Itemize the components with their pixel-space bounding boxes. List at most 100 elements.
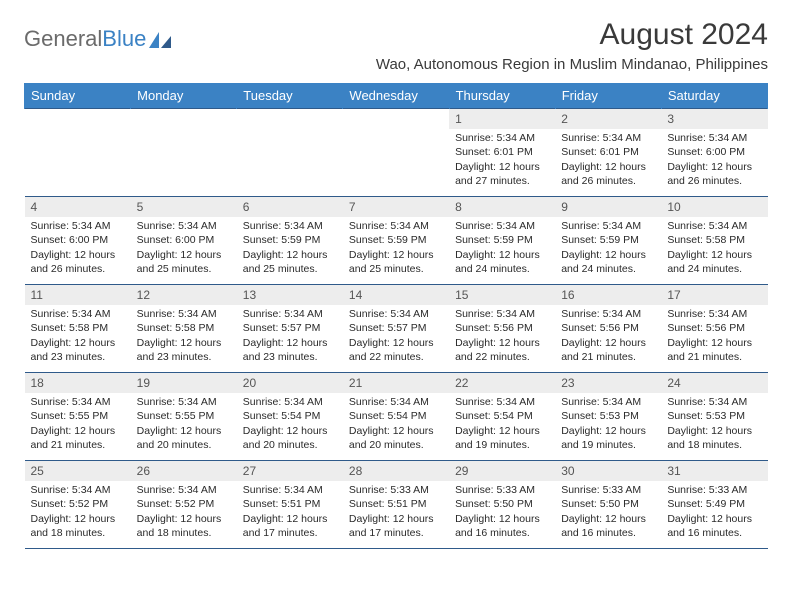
day-content: Sunrise: 5:34 AMSunset: 5:53 PMDaylight:…: [661, 393, 767, 456]
sunset-line: Sunset: 5:51 PM: [349, 497, 443, 511]
sunrise-line: Sunrise: 5:34 AM: [667, 219, 761, 233]
day-content: Sunrise: 5:34 AMSunset: 6:00 PMDaylight:…: [25, 217, 131, 280]
sunrise-line: Sunrise: 5:34 AM: [243, 219, 337, 233]
logo-text-general: General: [24, 26, 102, 52]
sunrise-line: Sunrise: 5:34 AM: [455, 307, 549, 321]
day-content: Sunrise: 5:34 AMSunset: 5:53 PMDaylight:…: [555, 393, 661, 456]
day-number: 21: [343, 373, 449, 393]
calendar-cell: 15Sunrise: 5:34 AMSunset: 5:56 PMDayligh…: [449, 285, 555, 373]
day-number: 28: [343, 461, 449, 481]
weekday-header: Saturday: [661, 83, 767, 109]
weekday-header: Tuesday: [237, 83, 343, 109]
day-content: Sunrise: 5:34 AMSunset: 6:01 PMDaylight:…: [449, 129, 555, 192]
month-title: August 2024: [376, 18, 768, 52]
day-content: Sunrise: 5:34 AMSunset: 5:57 PMDaylight:…: [237, 305, 343, 368]
day-number: 1: [449, 109, 555, 129]
day-content: Sunrise: 5:34 AMSunset: 5:57 PMDaylight:…: [343, 305, 449, 368]
day-content: Sunrise: 5:34 AMSunset: 5:55 PMDaylight:…: [25, 393, 131, 456]
daylight-line: Daylight: 12 hours and 21 minutes.: [561, 336, 655, 364]
day-content: Sunrise: 5:34 AMSunset: 5:59 PMDaylight:…: [555, 217, 661, 280]
calendar-cell: 25Sunrise: 5:34 AMSunset: 5:52 PMDayligh…: [25, 461, 131, 549]
sunset-line: Sunset: 5:52 PM: [137, 497, 231, 511]
sunset-line: Sunset: 6:00 PM: [137, 233, 231, 247]
sunset-line: Sunset: 5:54 PM: [455, 409, 549, 423]
day-number: 27: [237, 461, 343, 481]
sunset-line: Sunset: 5:59 PM: [349, 233, 443, 247]
sunset-line: Sunset: 5:51 PM: [243, 497, 337, 511]
sunset-line: Sunset: 5:50 PM: [561, 497, 655, 511]
sunrise-line: Sunrise: 5:34 AM: [561, 131, 655, 145]
daylight-line: Daylight: 12 hours and 17 minutes.: [349, 512, 443, 540]
daylight-line: Daylight: 12 hours and 21 minutes.: [667, 336, 761, 364]
day-content: Sunrise: 5:34 AMSunset: 5:56 PMDaylight:…: [661, 305, 767, 368]
sunset-line: Sunset: 5:49 PM: [667, 497, 761, 511]
calendar-cell: [131, 109, 237, 197]
day-number: 24: [661, 373, 767, 393]
sunrise-line: Sunrise: 5:34 AM: [349, 307, 443, 321]
day-content: Sunrise: 5:34 AMSunset: 6:00 PMDaylight:…: [661, 129, 767, 192]
sunrise-line: Sunrise: 5:34 AM: [243, 395, 337, 409]
calendar-grid: SundayMondayTuesdayWednesdayThursdayFrid…: [24, 83, 768, 549]
sunrise-line: Sunrise: 5:34 AM: [137, 219, 231, 233]
sunset-line: Sunset: 5:58 PM: [137, 321, 231, 335]
day-number: 2: [555, 109, 661, 129]
sunrise-line: Sunrise: 5:34 AM: [561, 307, 655, 321]
calendar-cell: 3Sunrise: 5:34 AMSunset: 6:00 PMDaylight…: [661, 109, 767, 197]
sunset-line: Sunset: 5:59 PM: [455, 233, 549, 247]
sunset-line: Sunset: 5:56 PM: [561, 321, 655, 335]
sunset-line: Sunset: 5:54 PM: [349, 409, 443, 423]
calendar-cell: 2 Sunrise: 5:34 AMSunset: 6:01 PMDaylight…: [555, 109, 661, 197]
calendar-cell: 23Sunrise: 5:34 AMSunset: 5:53 PMDayligh…: [555, 373, 661, 461]
weekday-header: Friday: [555, 83, 661, 109]
daylight-line: Daylight: 12 hours and 21 minutes.: [31, 424, 125, 452]
weekday-header: Sunday: [25, 83, 131, 109]
calendar-cell: 9Sunrise: 5:34 AMSunset: 5:59 PMDaylight…: [555, 197, 661, 285]
calendar-cell: [343, 109, 449, 197]
day-content: Sunrise: 5:34 AMSunset: 5:59 PMDaylight:…: [449, 217, 555, 280]
weekday-header: Thursday: [449, 83, 555, 109]
day-number: 20: [237, 373, 343, 393]
daylight-line: Daylight: 12 hours and 18 minutes.: [667, 424, 761, 452]
day-number: 14: [343, 285, 449, 305]
day-content: Sunrise: 5:34 AMSunset: 5:58 PMDaylight:…: [131, 305, 237, 368]
weekday-header: Wednesday: [343, 83, 449, 109]
day-content: Sunrise: 5:34 AMSunset: 5:54 PMDaylight:…: [449, 393, 555, 456]
calendar-cell: 1Sunrise: 5:34 AMSunset: 6:01 PMDaylight…: [449, 109, 555, 197]
logo-sail-icon: [149, 30, 175, 48]
calendar-cell: 5Sunrise: 5:34 AMSunset: 6:00 PMDaylight…: [131, 197, 237, 285]
calendar-cell: 22Sunrise: 5:34 AMSunset: 5:54 PMDayligh…: [449, 373, 555, 461]
calendar-cell: 21Sunrise: 5:34 AMSunset: 5:54 PMDayligh…: [343, 373, 449, 461]
sunrise-line: Sunrise: 5:33 AM: [349, 483, 443, 497]
sunset-line: Sunset: 6:01 PM: [455, 145, 549, 159]
sunset-line: Sunset: 5:52 PM: [31, 497, 125, 511]
sunrise-line: Sunrise: 5:34 AM: [243, 307, 337, 321]
daylight-line: Daylight: 12 hours and 26 minutes.: [561, 160, 655, 188]
calendar-cell: 29Sunrise: 5:33 AMSunset: 5:50 PMDayligh…: [449, 461, 555, 549]
day-content: Sunrise: 5:34 AMSunset: 5:55 PMDaylight:…: [131, 393, 237, 456]
daylight-line: Daylight: 12 hours and 18 minutes.: [137, 512, 231, 540]
day-number: 19: [131, 373, 237, 393]
day-content: Sunrise: 5:33 AMSunset: 5:49 PMDaylight:…: [661, 481, 767, 544]
daylight-line: Daylight: 12 hours and 24 minutes.: [561, 248, 655, 276]
sunset-line: Sunset: 5:55 PM: [137, 409, 231, 423]
day-number: 12: [131, 285, 237, 305]
sunrise-line: Sunrise: 5:34 AM: [561, 395, 655, 409]
sunrise-line: Sunrise: 5:34 AM: [561, 219, 655, 233]
daylight-line: Daylight: 12 hours and 19 minutes.: [455, 424, 549, 452]
daylight-line: Daylight: 12 hours and 22 minutes.: [349, 336, 443, 364]
day-number: 4: [25, 197, 131, 217]
day-content: Sunrise: 5:33 AMSunset: 5:51 PMDaylight:…: [343, 481, 449, 544]
sunset-line: Sunset: 5:56 PM: [455, 321, 549, 335]
sunrise-line: Sunrise: 5:34 AM: [667, 307, 761, 321]
calendar-cell: 20Sunrise: 5:34 AMSunset: 5:54 PMDayligh…: [237, 373, 343, 461]
day-number: 5: [131, 197, 237, 217]
calendar-cell: 24Sunrise: 5:34 AMSunset: 5:53 PMDayligh…: [661, 373, 767, 461]
daylight-line: Daylight: 12 hours and 16 minutes.: [667, 512, 761, 540]
sunrise-line: Sunrise: 5:33 AM: [561, 483, 655, 497]
day-content: Sunrise: 5:34 AMSunset: 5:51 PMDaylight:…: [237, 481, 343, 544]
daylight-line: Daylight: 12 hours and 25 minutes.: [349, 248, 443, 276]
location-subtitle: Wao, Autonomous Region in Muslim Mindana…: [376, 56, 768, 73]
daylight-line: Daylight: 12 hours and 23 minutes.: [137, 336, 231, 364]
calendar-cell: 4Sunrise: 5:34 AMSunset: 6:00 PMDaylight…: [25, 197, 131, 285]
sunset-line: Sunset: 6:01 PM: [561, 145, 655, 159]
